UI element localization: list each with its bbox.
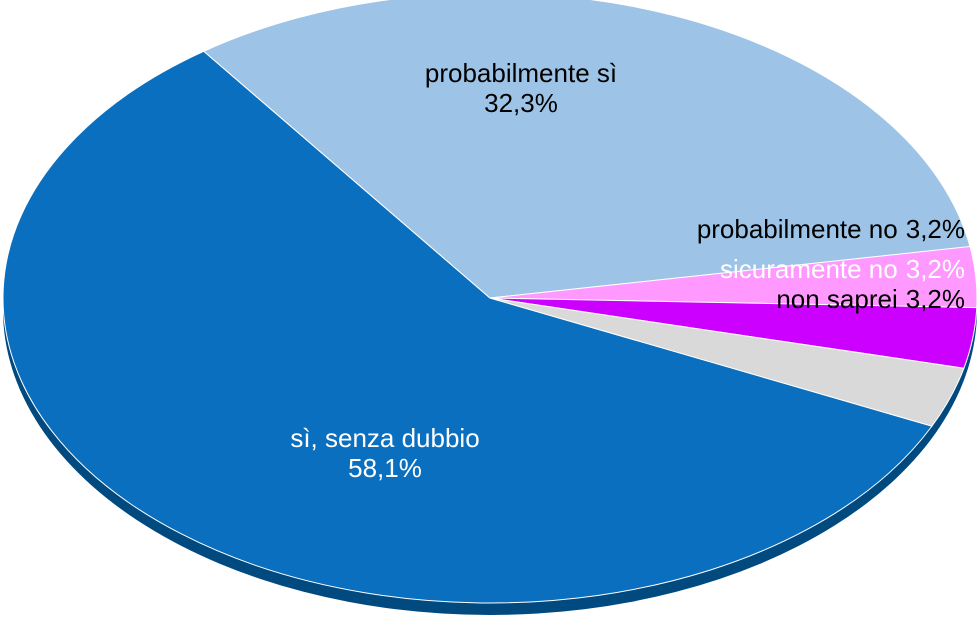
pie-slice (202, 0, 971, 299)
category-label: sicuramente no (720, 254, 898, 284)
value-label: 3,2% (906, 284, 965, 314)
value-label: 58,1% (348, 453, 422, 483)
pie-slice (2, 50, 933, 604)
slice-label: probabilmente sì 32,3% (425, 58, 617, 118)
slice-label: non saprei 3,2% (776, 284, 965, 314)
value-label: 32,3% (484, 88, 558, 118)
category-label: probabilmente no (697, 214, 898, 244)
value-label: 3,2% (906, 254, 965, 284)
pie-slice (489, 297, 965, 427)
slice-label: sì, senza dubbio 58,1% (290, 423, 479, 483)
slice-label: sicuramente no 3,2% (720, 254, 965, 284)
value-label: 3,2% (906, 214, 965, 244)
slice-label: probabilmente no 3,2% (697, 214, 965, 244)
category-label: sì, senza dubbio (290, 423, 479, 453)
category-label: non saprei (776, 284, 897, 314)
category-label: probabilmente sì (425, 58, 617, 88)
